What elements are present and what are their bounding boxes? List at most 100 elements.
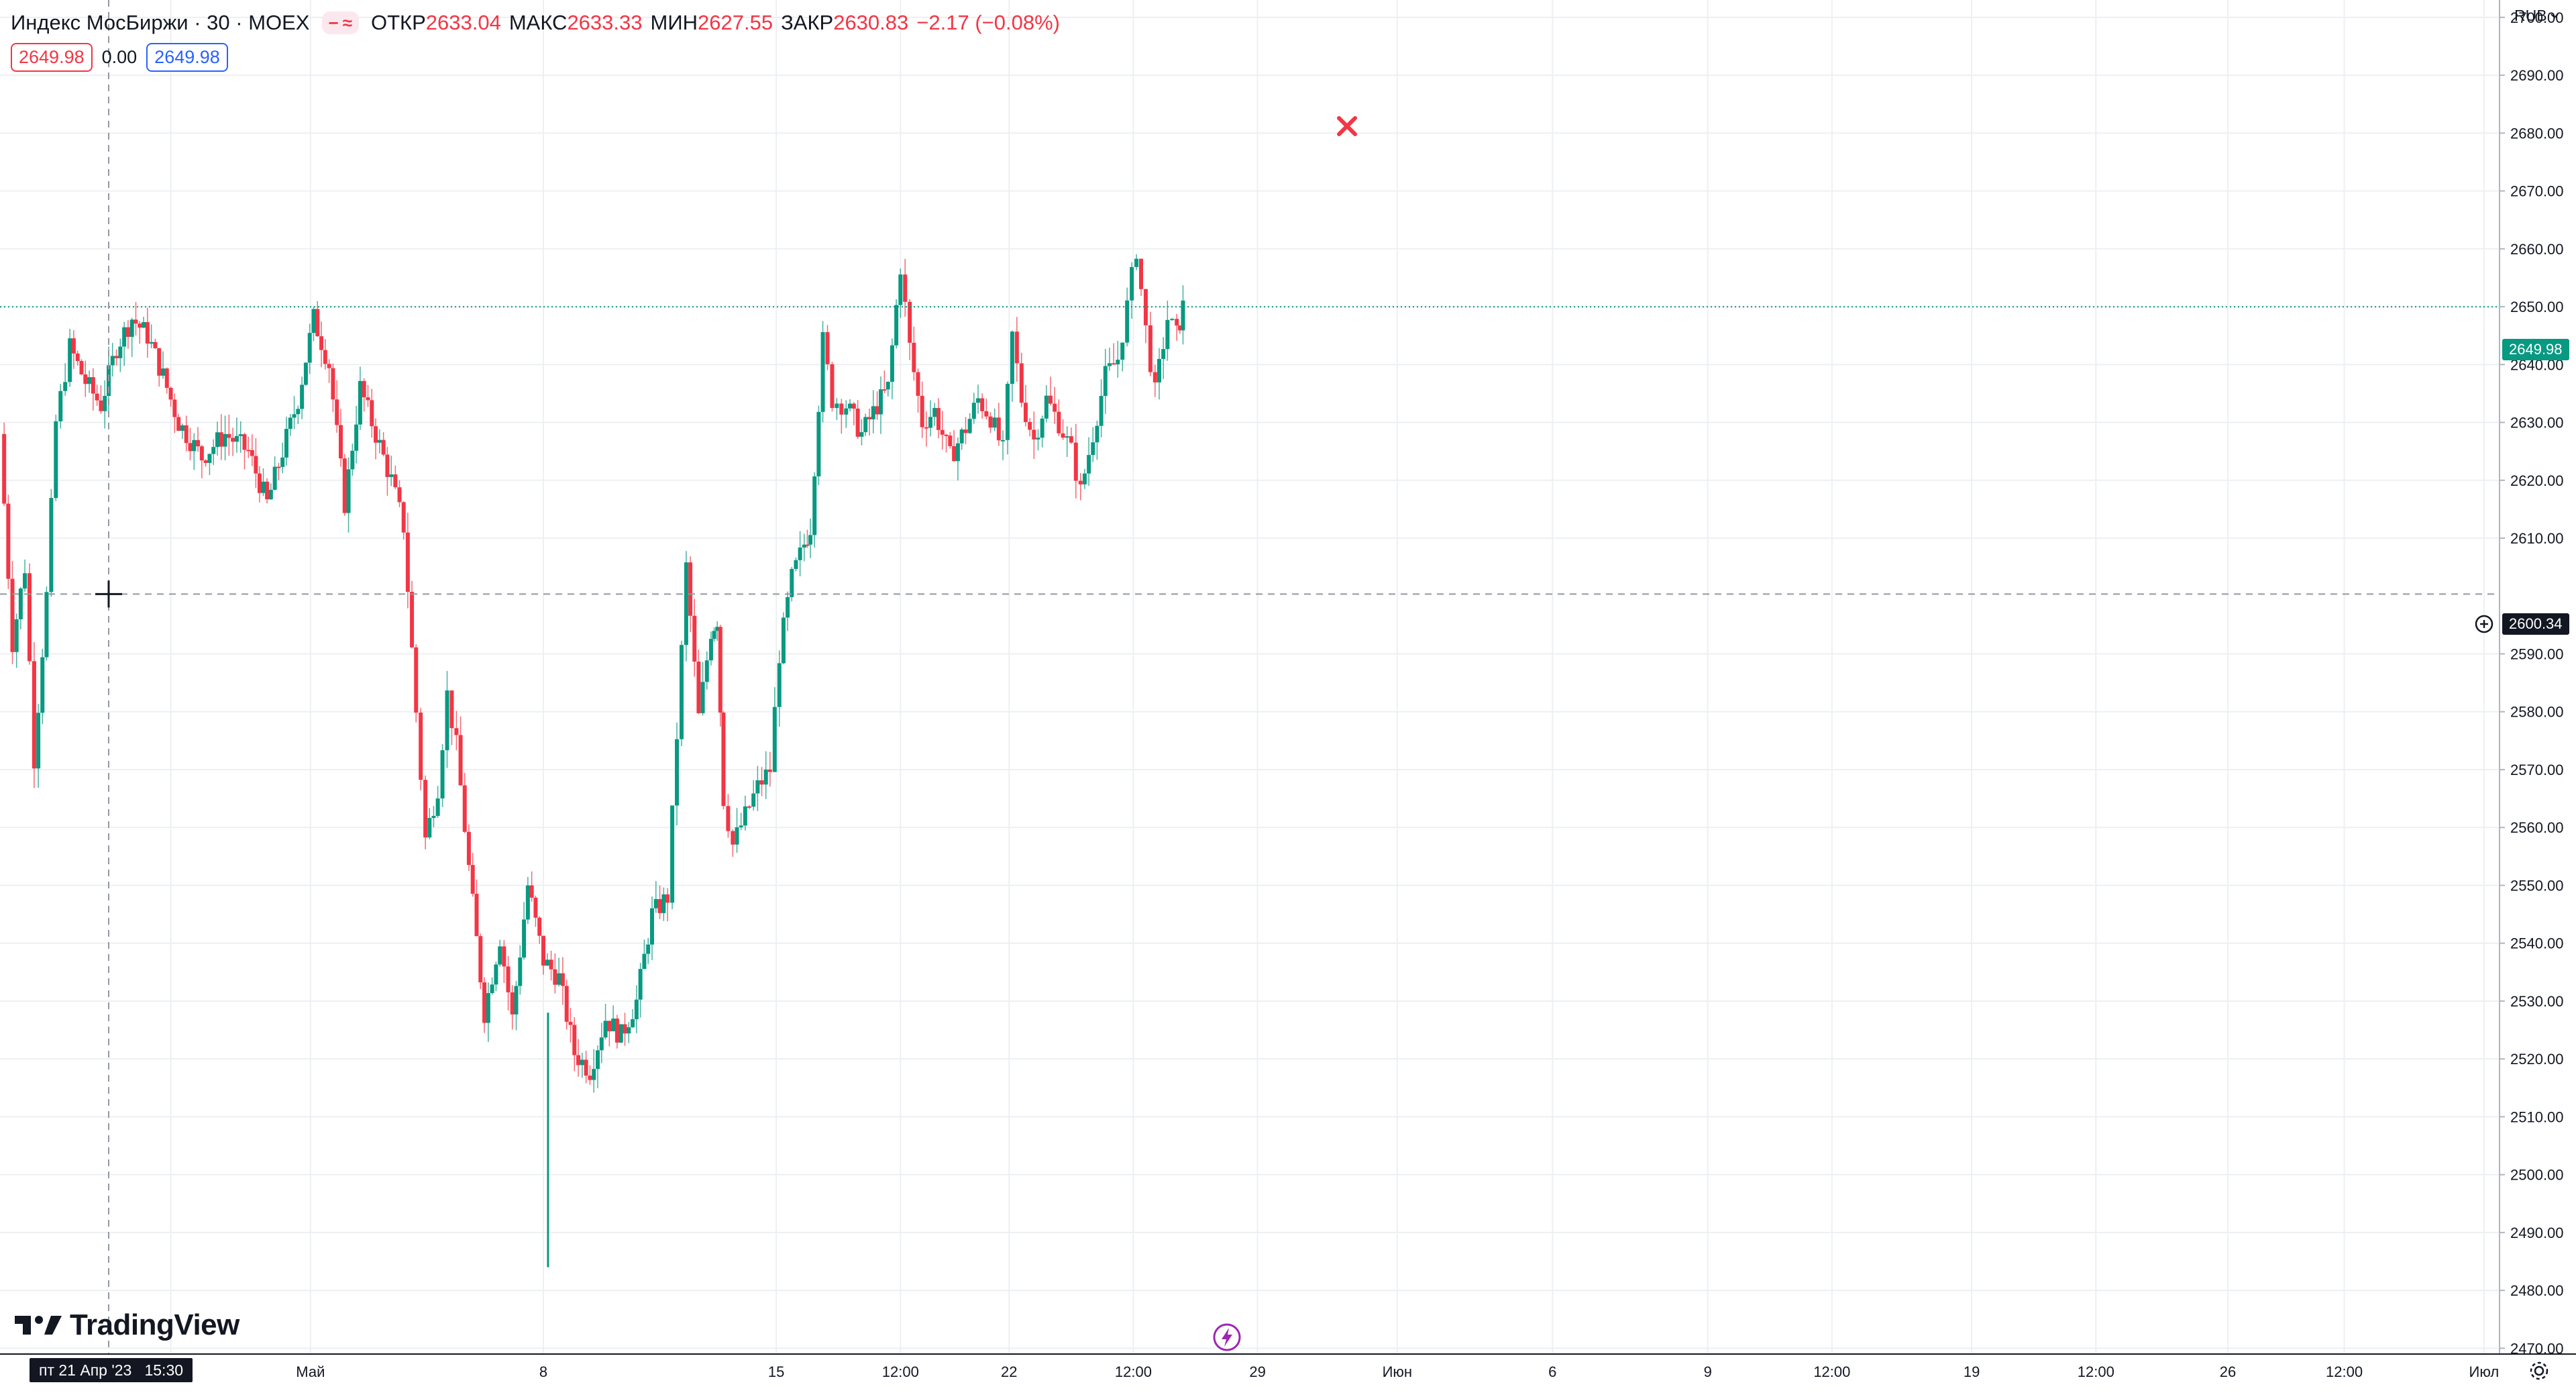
candle-body [311,309,316,333]
candle-body [482,982,487,1023]
tradingview-logo[interactable]: TradingView [15,1308,239,1342]
candle-body [196,439,201,447]
candle-body [1103,366,1108,397]
candle-body [767,769,772,772]
candle-body [445,690,449,751]
currency-selector[interactable]: RUB [2514,7,2559,25]
candle-body [980,398,985,411]
spread-value: 0.00 [101,47,138,67]
candle-body [984,411,989,417]
candle-body [518,957,523,986]
candle-body [903,274,908,302]
tradingview-logo-icon [15,1316,62,1335]
candle-body [721,712,726,807]
candle-body [114,356,119,358]
candle-body [389,474,394,477]
candle-body [863,417,868,433]
candle-body [747,806,752,808]
time-axis[interactable]: 12:00 Май 8 15 12:00 22 12:00 29 Июн 6 9 12:00 19 12:… [0,1353,2576,1380]
candle-body [370,400,374,427]
candle-body [1057,411,1061,433]
candle-body [835,403,839,409]
time-tick-label: 8 [539,1363,547,1380]
sell-button[interactable]: 2649.98 [11,43,93,72]
candle-body [533,897,538,918]
symbol-title[interactable]: Индекс МосБиржи · 30 · MOEX [11,11,310,34]
candle-body [755,780,760,794]
candle-body [898,274,903,305]
price-tick-label: 2690.00 [2510,67,2564,84]
candle-body [751,793,756,807]
candle-body [675,739,680,806]
price-axis[interactable]: 2700.00 2690.00 2680.00 2670.00 2660.00 2650.… [2499,0,2564,1357]
candle-body [83,374,88,384]
symbol-legend[interactable]: Индекс МосБиржи · 30 · MOEX − ≈ ОТКР2633… [11,8,1060,38]
candle-body [87,377,92,384]
candle-body [335,399,339,425]
candle-body [27,573,32,662]
candle-body [276,466,281,468]
market-status-pill[interactable]: − ≈ [321,11,359,34]
ohlc-close-label: ЗАКР [781,11,834,34]
candle-body [486,993,490,1023]
close-marker-icon[interactable] [1334,113,1360,140]
candle-body [474,894,479,937]
candle-body [545,960,549,966]
candle-body [118,346,123,358]
candle-body [820,331,825,412]
ohlc-change: −2.17 (−0.08%) [916,11,1060,34]
ohlc-high-label: МАКС [508,11,568,34]
crosshair-time-tag: пт 21 Апр '23 15:30 [30,1358,193,1382]
candle-body [1061,433,1065,438]
candle-body [576,1055,581,1066]
candle-body [331,368,335,400]
candle-body [1181,300,1185,331]
candle-body [1069,436,1073,443]
candle-body [323,350,327,364]
candle-body [405,532,410,592]
candle-body [679,645,684,739]
candle-body [1023,403,1028,422]
add-alert-icon[interactable] [2474,614,2494,634]
candle-body [470,865,475,894]
candle-body [514,986,519,1015]
candle-body [1157,358,1161,382]
candle-body [1082,473,1087,484]
candle-body [284,429,288,458]
gear-icon[interactable] [2528,1359,2551,1382]
candle-body [207,454,212,463]
candle-body [948,435,953,446]
candle-body [661,894,666,913]
candle-body [855,408,860,437]
time-tick-label: 12:00 [1115,1363,1152,1380]
candle-body [772,707,777,772]
candle-body [692,615,697,662]
time-tick-label: Июн [1383,1363,1412,1380]
candle-body [18,588,23,619]
candle-body [36,713,41,769]
candle-body [23,573,28,589]
buy-button[interactable]: 2649.98 [146,43,228,72]
candle-body [419,713,423,780]
lightning-icon[interactable] [1212,1322,1242,1353]
candle-body [908,301,912,343]
candle-body [1010,331,1014,384]
candle-body [646,944,651,954]
ohlc-high-value: 2633.33 [567,11,643,34]
candle-body [541,935,545,966]
candle-body [346,469,351,513]
candle-body [238,434,243,436]
candle-body [79,361,84,374]
candle-body [327,364,331,368]
candle-body [572,1025,577,1055]
candle-body [393,474,398,488]
candle-body [180,425,184,431]
candle-body [164,368,169,388]
candle-body [976,398,980,403]
candle-body [1120,342,1125,360]
candle-body [553,969,557,985]
candle-body [580,1059,584,1066]
price-tick-label: 2570.00 [2510,762,2564,778]
